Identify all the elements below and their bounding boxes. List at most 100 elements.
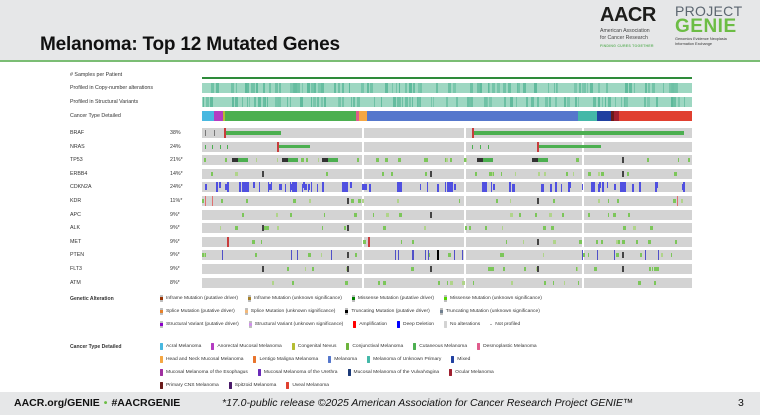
legend-item[interactable]: Lentigo Maligna Melanoma: [253, 356, 318, 363]
alteration-mark: [375, 158, 379, 163]
gene-label: BRAF: [70, 130, 85, 136]
profiled-cna-bar[interactable]: [202, 83, 692, 93]
alteration-mark: [361, 184, 364, 191]
legend-item[interactable]: Conjunctival Melanoma: [346, 343, 403, 350]
cancer-type-segment[interactable]: [613, 111, 620, 121]
cancer-type-segment[interactable]: [597, 111, 612, 121]
legend-swatch-icon: [444, 321, 448, 328]
profiled-stripe: [216, 83, 219, 93]
legend-item[interactable]: Truncating Mutation (unknown significanc…: [439, 308, 540, 315]
legend-item[interactable]: Inframe Mutation (unknown significance): [248, 295, 342, 302]
profiled-stripe: [265, 97, 266, 107]
profiled-stripe: [469, 97, 471, 107]
alteration-mark: [501, 226, 503, 231]
legend-item[interactable]: Primary CNS Melanoma: [160, 382, 219, 389]
genie-url-link[interactable]: AACR.org/GENIE: [14, 397, 100, 409]
alteration-mark: [383, 226, 387, 231]
cancer-type-segment[interactable]: [202, 111, 215, 121]
cancer-type-segment[interactable]: [356, 111, 360, 121]
legend-item[interactable]: Desmoplastic Melanoma: [477, 343, 537, 350]
column-gap: [582, 236, 584, 247]
profiled-stripe: [471, 97, 473, 107]
profiled-stripe: [263, 97, 265, 107]
gene-alteration-track[interactable]: [202, 141, 692, 152]
alteration-mark: [654, 280, 656, 285]
legend-item[interactable]: Missense Mutation (putative driver): [351, 295, 434, 302]
alteration-mark: [347, 225, 349, 232]
gene-alteration-track[interactable]: [202, 128, 692, 138]
legend-item[interactable]: Splice Mutation (putative driver): [160, 308, 235, 315]
legend-item[interactable]: Spitzoid Melanoma: [228, 382, 276, 389]
legend-item[interactable]: Cutaneous Melanoma: [413, 343, 467, 350]
legend-item[interactable]: Not profiled: [490, 322, 520, 327]
alteration-mark: [464, 158, 467, 163]
legend-label: Head and Neck Mucosal Melanoma: [166, 357, 244, 362]
legend-item[interactable]: Melanoma of Unknown Primary: [367, 356, 441, 363]
profiled-stripe: [396, 83, 397, 93]
legend-item[interactable]: Amplification: [353, 321, 387, 328]
gene-alteration-track[interactable]: [202, 236, 692, 247]
legend-item[interactable]: Uveal Melanoma: [286, 382, 329, 389]
alteration-mark: [351, 199, 355, 203]
cancer-type-segment[interactable]: [359, 111, 368, 121]
profiled-stripe: [504, 97, 506, 107]
legend-swatch-icon: [443, 295, 447, 302]
legend-item[interactable]: Deep Deletion: [397, 321, 434, 328]
legend-row: Inframe Mutation (putative driver) Infram…: [160, 292, 700, 305]
legend-item[interactable]: Ocular Melanoma: [449, 369, 494, 376]
legend-swatch-icon: [449, 369, 453, 376]
cancer-type-segment[interactable]: [214, 111, 224, 121]
cancer-type-segment[interactable]: [225, 111, 357, 121]
cancer-type-segment[interactable]: [577, 111, 598, 121]
gene-alteration-track[interactable]: [202, 223, 692, 234]
profiled-stripe: [433, 97, 434, 107]
profiled-stripe: [648, 83, 650, 93]
legend-item[interactable]: Mucosal Melanoma of the Urethra: [257, 369, 338, 376]
legend-item[interactable]: Missense Mutation (unknown significance): [443, 295, 542, 302]
gene-alteration-track[interactable]: [202, 277, 692, 288]
gene-alteration-track[interactable]: [202, 168, 692, 179]
legend-item[interactable]: Congenital Nevus: [291, 343, 336, 350]
gene-percent: 9%*: [170, 266, 180, 272]
alteration-mark: [653, 267, 657, 271]
hashtag-link[interactable]: #AACRGENIE: [111, 397, 181, 409]
profiled-stripe: [385, 83, 388, 93]
legend-item[interactable]: No alterations: [444, 321, 480, 328]
legend-item[interactable]: Melanoma: [328, 356, 357, 363]
alteration-mark: [671, 253, 673, 258]
cancer-type-segment[interactable]: [367, 111, 578, 121]
alteration-mark: [238, 182, 241, 193]
alteration-mark: [411, 267, 414, 271]
alteration-mark: [205, 144, 206, 149]
cancer-type-segment[interactable]: [611, 111, 614, 121]
legend-item[interactable]: Splice Mutation (unknown significance): [244, 308, 335, 315]
legend-item[interactable]: Anorectal Mucosal Melanoma: [211, 343, 282, 350]
gene-alteration-track[interactable]: [202, 209, 692, 220]
alteration-mark: [474, 171, 477, 176]
alteration-mark: [535, 212, 537, 217]
gene-alteration-track[interactable]: [202, 155, 692, 166]
legend-item[interactable]: Mucosal Melanoma of the Vulva/Vagina: [347, 369, 439, 376]
cancer-type-segment[interactable]: [223, 111, 226, 121]
samples-per-patient-bar[interactable]: [202, 70, 692, 80]
gene-alteration-track[interactable]: [202, 264, 692, 274]
legend-item[interactable]: Mucosal Melanoma of the Esophagus: [160, 369, 248, 376]
gene-alteration-track[interactable]: [202, 182, 692, 193]
cancer-type-segment[interactable]: [619, 111, 692, 121]
legend-item[interactable]: Structural Variant (unknown significance…: [248, 321, 343, 328]
legend-item[interactable]: Structural Variant (putative driver): [160, 321, 239, 328]
legend-item[interactable]: Inframe Mutation (putative driver): [160, 295, 238, 302]
legend-item[interactable]: Acral Melanoma: [160, 343, 201, 350]
gene-alteration-track[interactable]: [202, 196, 692, 206]
gene-alteration-track[interactable]: [202, 250, 692, 261]
alteration-mark: [639, 253, 642, 258]
alteration-mark: [320, 253, 323, 258]
profiled-sv-bar[interactable]: [202, 97, 692, 107]
legend-item[interactable]: Mixed: [451, 356, 470, 363]
cancer-type-bar[interactable]: [202, 111, 692, 121]
legend-label: Acral Melanoma: [166, 344, 202, 349]
legend-item[interactable]: Head and Neck Mucosal Melanoma: [160, 356, 243, 363]
alteration-mark: [290, 250, 292, 261]
alteration-mark: [600, 171, 604, 176]
legend-item[interactable]: Truncating Mutation (putative driver): [345, 308, 430, 315]
